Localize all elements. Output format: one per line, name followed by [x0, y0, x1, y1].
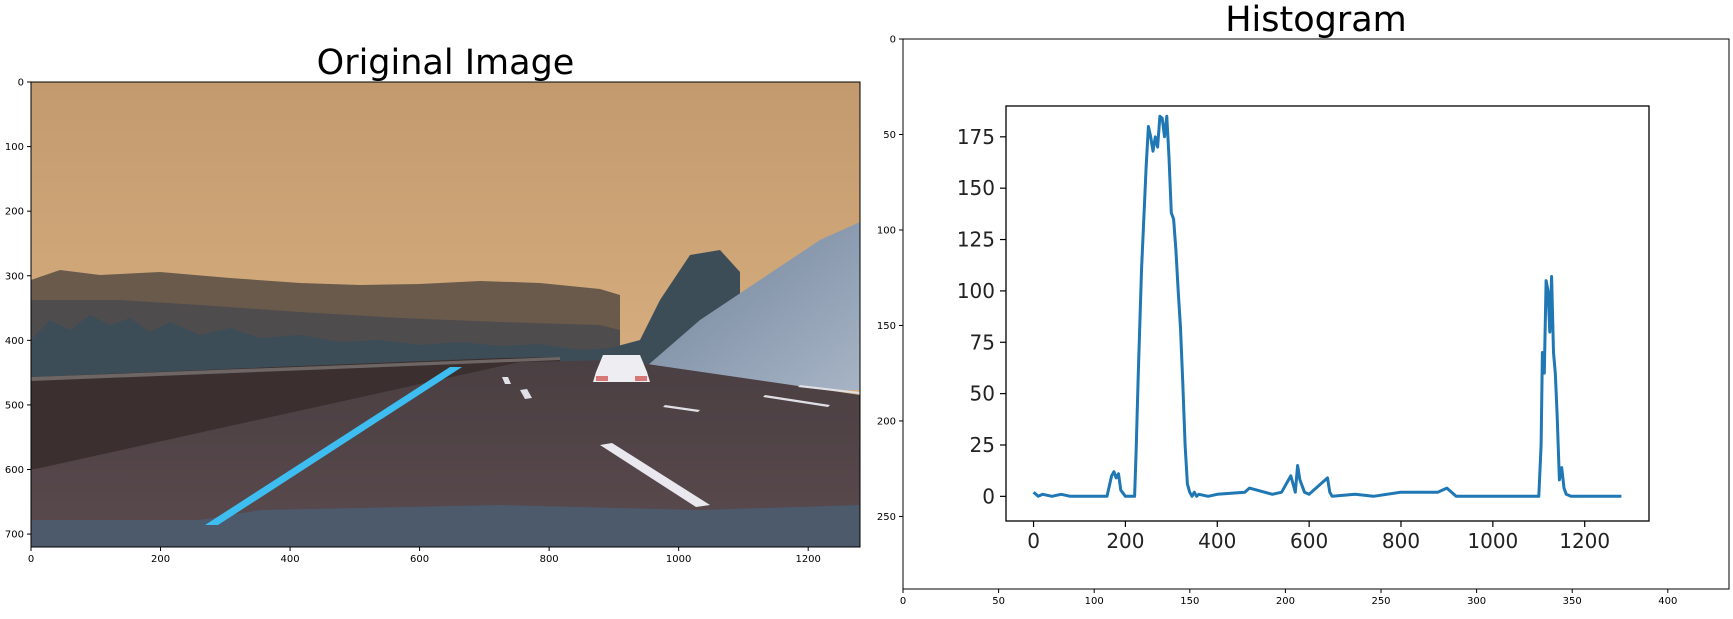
histogram-line: [1032, 114, 1622, 498]
image-axis-x-tick-label: 0: [28, 554, 34, 565]
histogram-axis-x-tick-label: 250: [1371, 596, 1390, 607]
histogram-axis-y-tick-label: 150: [877, 321, 896, 332]
image-axis-y-tick-label: 400: [5, 336, 24, 347]
histogram-axis-y-tick-label: 50: [883, 130, 896, 141]
embedded-plot-axes: 0 200 400 600 800 1000 1200 0 25 50 75 100 125 150 175: [957, 125, 1610, 553]
image-axis-y-tick-label: 200: [5, 207, 24, 218]
histogram-axis-x-tick-label: 350: [1563, 596, 1582, 607]
histogram-axis-x-tick-label: 50: [992, 596, 1005, 607]
histogram-axis-x-tick-label: 400: [1658, 596, 1677, 607]
image-axis-y-tick-label: 100: [5, 142, 24, 153]
image-axis-x-tick-label: 1200: [795, 554, 820, 565]
embedded-x-tick-label: 200: [1106, 529, 1144, 553]
image-axis-y-tick-label: 500: [5, 400, 24, 411]
image-axes-frame: [30, 81, 861, 548]
embedded-x-tick-label: 0: [1027, 529, 1040, 553]
image-axis-x-tick-label: 200: [151, 554, 170, 565]
histogram-axis-x-tick-label: 150: [1180, 596, 1199, 607]
road-photo: [31, 82, 860, 547]
histogram-axis-x-tick-label: 300: [1467, 596, 1486, 607]
white-car: [593, 355, 650, 382]
embedded-y-tick-label: 125: [957, 228, 995, 252]
histogram-axis-y-tick-label: 0: [890, 35, 896, 46]
histogram-axis-x-tick-label: 100: [1085, 596, 1104, 607]
histogram-axes-frame: [902, 38, 1730, 590]
embedded-y-tick-label: 100: [957, 279, 995, 303]
image-axis-x-tick-label: 800: [540, 554, 559, 565]
embedded-y-tick-label: 175: [957, 125, 995, 149]
embedded-y-tick-label: 25: [970, 433, 995, 457]
histogram-axis-x-tick-label: 0: [900, 596, 906, 607]
embedded-plot-frame: [1005, 105, 1650, 522]
histogram-axis-y-tick-label: 100: [877, 225, 896, 236]
image-axis-x-tick-label: 1000: [666, 554, 691, 565]
histogram-axis-y-tick-label: 200: [877, 416, 896, 427]
image-axis-y-tick-label: 0: [18, 78, 24, 89]
histogram-axes-background: [903, 39, 1729, 589]
histogram-title: Histogram: [1225, 0, 1407, 40]
histogram-axis-y-tick-label: 250: [877, 512, 896, 523]
histogram-axis-x-tick-label: 200: [1276, 596, 1295, 607]
image-axes: 0 200 400 600 800 1000 1200 0 100 200 300 400 500 600…: [5, 78, 821, 566]
image-axis-y-tick-label: 300: [5, 271, 24, 282]
embedded-y-tick-label: 50: [970, 382, 995, 406]
image-axis-x-tick-label: 600: [410, 554, 429, 565]
embedded-y-tick-label: 150: [957, 176, 995, 200]
embedded-x-tick-label: 400: [1198, 529, 1236, 553]
image-axis-y-tick-label: 600: [5, 465, 24, 476]
image-axis-x-tick-label: 400: [281, 554, 300, 565]
embedded-x-tick-label: 1200: [1559, 529, 1610, 553]
embedded-x-tick-label: 600: [1290, 529, 1328, 553]
image-title: Original Image: [317, 43, 575, 83]
embedded-y-tick-label: 0: [982, 484, 995, 508]
embedded-x-tick-label: 1000: [1467, 529, 1518, 553]
embedded-y-tick-label: 75: [970, 330, 995, 354]
embedded-x-tick-label: 800: [1382, 529, 1420, 553]
image-axis-y-tick-label: 700: [5, 530, 24, 541]
